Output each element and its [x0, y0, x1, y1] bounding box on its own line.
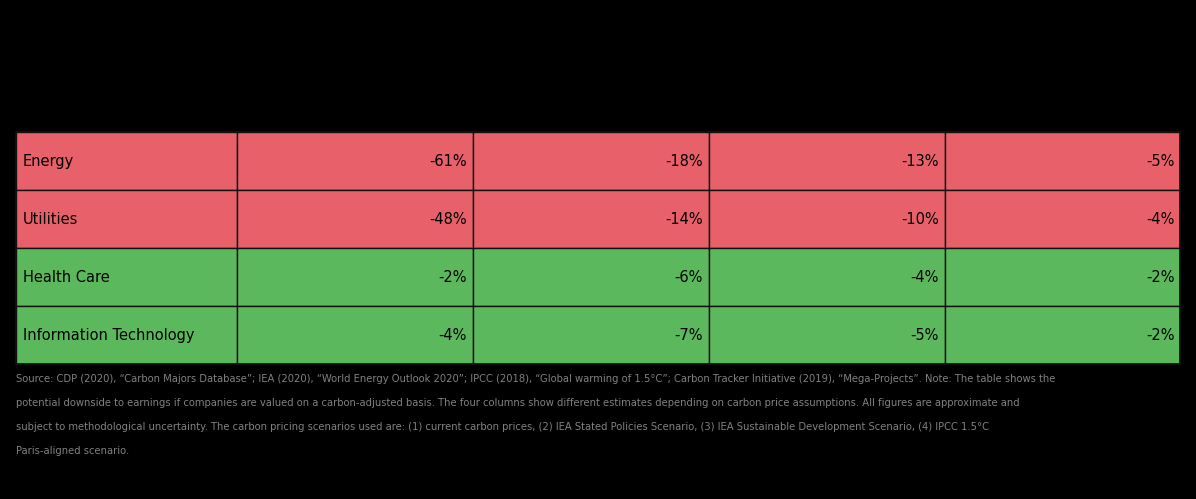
Bar — [472, 132, 708, 190]
Text: -14%: -14% — [665, 212, 703, 227]
Text: Paris-aligned scenario.: Paris-aligned scenario. — [16, 446, 129, 456]
Text: -13%: -13% — [901, 154, 939, 169]
Text: potential downside to earnings if companies are valued on a carbon-adjusted basi: potential downside to earnings if compan… — [16, 398, 1019, 408]
Bar — [237, 132, 472, 190]
Bar — [708, 190, 945, 248]
Bar — [16, 249, 237, 306]
Text: -5%: -5% — [1146, 154, 1174, 169]
Text: -5%: -5% — [910, 328, 939, 343]
Bar — [472, 190, 708, 248]
Bar — [237, 249, 472, 306]
Text: Information Technology: Information Technology — [23, 328, 194, 343]
Bar — [16, 190, 237, 248]
Text: Health Care: Health Care — [23, 270, 110, 285]
Text: -7%: -7% — [675, 328, 703, 343]
Text: -48%: -48% — [429, 212, 466, 227]
Bar — [708, 249, 945, 306]
Text: -61%: -61% — [429, 154, 466, 169]
Text: -2%: -2% — [438, 270, 466, 285]
Text: Utilities: Utilities — [23, 212, 78, 227]
Bar — [945, 132, 1180, 190]
Bar — [16, 132, 1180, 364]
Text: Energy: Energy — [23, 154, 74, 169]
Bar — [16, 306, 237, 364]
Text: -2%: -2% — [1146, 270, 1174, 285]
Bar — [708, 132, 945, 190]
Bar — [708, 306, 945, 364]
Text: subject to methodological uncertainty. The carbon pricing scenarios used are: (1: subject to methodological uncertainty. T… — [16, 422, 989, 432]
Bar — [945, 306, 1180, 364]
Text: -4%: -4% — [1146, 212, 1174, 227]
Text: -4%: -4% — [910, 270, 939, 285]
Text: -2%: -2% — [1146, 328, 1174, 343]
Bar — [945, 190, 1180, 248]
Bar — [237, 190, 472, 248]
Bar — [472, 249, 708, 306]
Bar — [945, 249, 1180, 306]
Text: -10%: -10% — [901, 212, 939, 227]
Bar — [472, 306, 708, 364]
Text: -18%: -18% — [665, 154, 703, 169]
Bar — [237, 306, 472, 364]
Text: Source: CDP (2020), “Carbon Majors Database”; IEA (2020), “World Energy Outlook : Source: CDP (2020), “Carbon Majors Datab… — [16, 374, 1055, 384]
Bar — [16, 132, 237, 190]
Text: -4%: -4% — [439, 328, 466, 343]
Text: -6%: -6% — [675, 270, 703, 285]
